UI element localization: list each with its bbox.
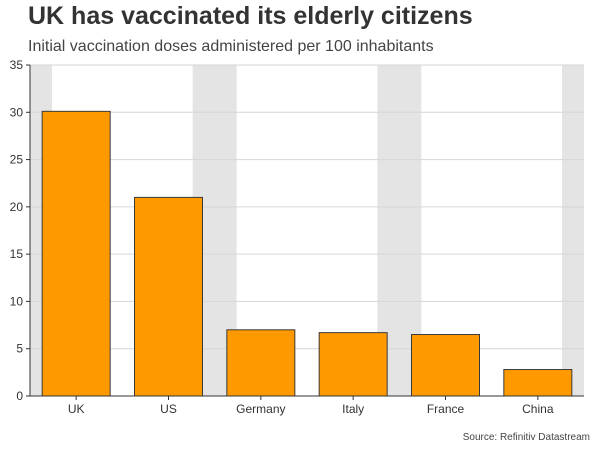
x-tick-label: UK <box>68 402 85 416</box>
background-band <box>562 65 584 396</box>
y-tick-label: 25 <box>10 153 24 167</box>
bar-china <box>503 369 573 397</box>
y-tick-label: 35 <box>10 58 24 72</box>
y-tick-label: 15 <box>10 247 24 261</box>
source-note: Source: Refinitiv Datastream <box>462 432 590 443</box>
y-tick-label: 30 <box>10 105 24 119</box>
chart-subtitle: Initial vaccination doses administered p… <box>28 38 434 55</box>
bar-france <box>411 334 480 397</box>
x-tick-label: Italy <box>342 402 364 416</box>
bar-us <box>134 196 203 397</box>
x-tick-label: Germany <box>236 402 285 416</box>
y-tick-label: 5 <box>16 342 23 356</box>
background-bands <box>30 65 584 396</box>
x-tick-labels: UK US Germany Italy France China <box>68 402 554 416</box>
y-tick-labels: 0 5 10 15 20 25 30 35 <box>10 58 24 403</box>
y-tick-label: 10 <box>10 294 24 308</box>
x-tick-label: France <box>427 402 465 416</box>
bar-italy <box>318 332 388 397</box>
chart-title: UK has vaccinated its elderly citizens <box>28 2 473 30</box>
bar-uk <box>41 110 111 397</box>
gridlines <box>30 64 584 350</box>
y-tick-label: 20 <box>10 200 24 214</box>
bars <box>41 110 573 397</box>
x-tick-label: China <box>522 402 554 416</box>
x-tick-label: US <box>160 402 177 416</box>
bar-germany <box>226 329 296 397</box>
y-tick-label: 0 <box>16 389 23 403</box>
axes <box>26 64 584 400</box>
